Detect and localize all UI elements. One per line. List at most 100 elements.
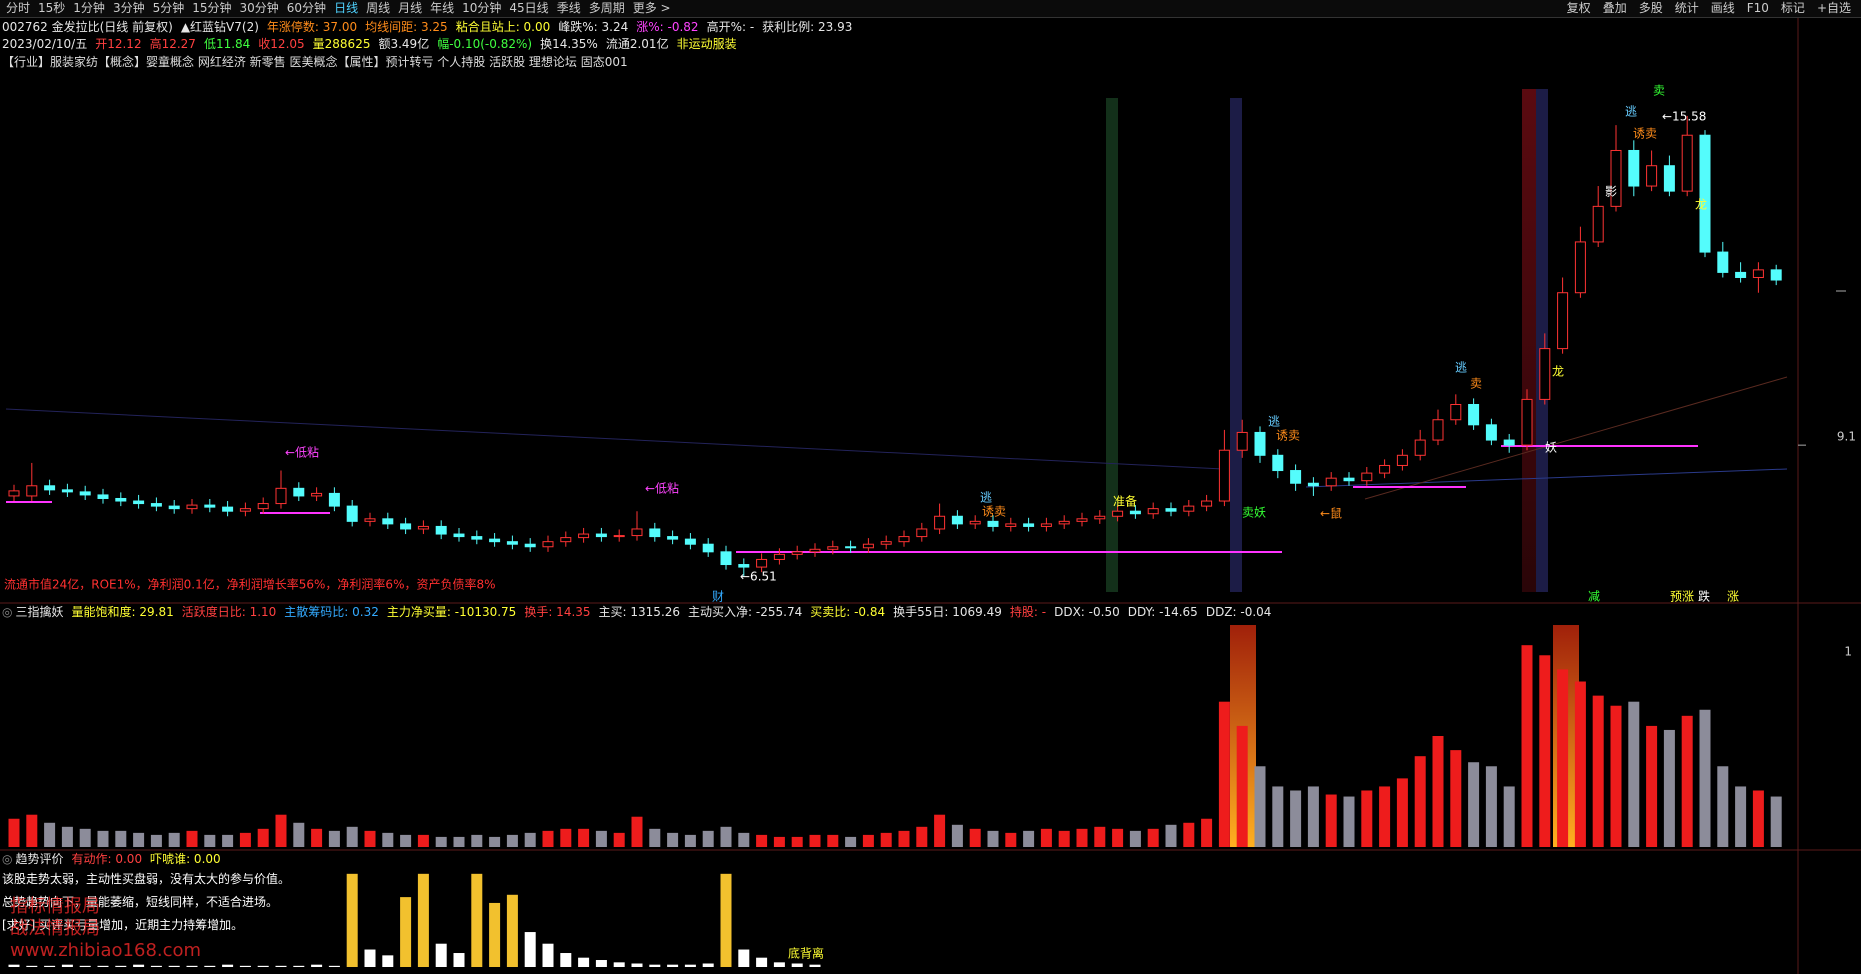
volume-bar [845,836,857,847]
period-tab[interactable]: 3分钟 [112,1,145,15]
tool-button[interactable]: 画线 [1710,1,1735,15]
tool-button[interactable]: 复权 [1566,1,1591,15]
tool-button[interactable]: 多股 [1638,1,1663,15]
candle-body [1396,454,1408,466]
period-tab[interactable]: 15秒 [38,1,66,15]
volume-bar [1574,681,1586,847]
trend-bar [809,964,821,967]
annotation: 影 [1605,185,1617,199]
period-tab[interactable]: 多周期 [588,1,625,15]
period-tab[interactable]: 周线 [366,1,391,15]
candle-body [150,503,162,507]
volume-bar [1770,796,1782,847]
candle-body [845,546,857,549]
trend-bar [738,949,750,967]
annotation: 诱卖 [1276,429,1300,443]
trend-bar [506,894,518,967]
info-item: 年涨停数: 37.00 [266,20,358,34]
period-tab[interactable]: 5分钟 [152,1,185,15]
trend-bar [489,902,501,967]
period-tab[interactable]: 15分钟 [192,1,232,15]
indicator: 换手: 14.35 [524,605,591,619]
tool-button[interactable]: 标记 [1780,1,1805,15]
candle-body [1272,454,1284,472]
volume-bar [1201,818,1213,847]
volume-bar [1058,830,1070,847]
candle-body [1236,431,1248,451]
candle-body [898,536,910,543]
candle-body [1218,449,1230,502]
candle-body [435,525,447,535]
volume-bar [204,834,216,847]
trend-bar [364,949,376,967]
candle-body [1681,134,1693,192]
info-item: 流通2.01亿 [605,37,669,51]
info-item: 峰跌%: 3.24 [558,20,629,34]
candle-body [97,494,109,499]
trend-bar [542,943,554,967]
volume-bar [1379,786,1391,847]
volume-bar [595,830,607,847]
info-item: 粘合且站上: 0.00 [455,20,551,34]
volume-bar [1468,762,1480,847]
volume-bar [987,830,999,847]
trend-bar [471,873,483,967]
tool-button[interactable]: 统计 [1674,1,1699,15]
volume-bar [382,832,394,847]
candle-body [934,515,946,530]
annotation: 涨 [1727,589,1739,604]
volume-bar [1343,796,1355,847]
period-tab[interactable]: 日线 [334,1,359,15]
annotation: 财 [712,590,724,604]
tool-button[interactable]: +自选 [1816,1,1851,15]
trend-bar [222,964,234,967]
period-tab[interactable]: 30分钟 [239,1,279,15]
period-tab[interactable]: 1分钟 [73,1,105,15]
candle-body [400,523,412,530]
volume-bar [1681,715,1693,847]
panel-icon[interactable]: ◎ [2,605,13,619]
candle-body [453,533,465,538]
tool-button[interactable]: 叠加 [1602,1,1627,15]
trend-bar [204,965,216,967]
annotation: ←6.51 [740,570,777,584]
indicator: DDY: -14.65 [1127,605,1198,619]
info-item: 高开%: - [706,20,755,34]
trend-bar [311,964,323,967]
candle-body [275,487,287,505]
volume-bar [1094,826,1106,847]
candle-body [1094,515,1106,520]
period-tab[interactable]: 45日线 [509,1,549,15]
candle-body [1468,403,1480,426]
period-tab[interactable]: 分时 [6,1,31,15]
panel-icon[interactable]: ◎ [2,852,13,866]
candle-body [1183,505,1195,512]
period-tab[interactable]: 更多 > [632,1,671,15]
trend-bar [453,953,465,967]
candle-body [1592,205,1604,243]
volume-bar [791,836,803,847]
tool-button[interactable]: F10 [1746,1,1769,15]
info-item: 002762 金发拉比(日线 前复权) [2,20,173,34]
period-tab[interactable]: 月线 [398,1,423,15]
candle-body [1254,431,1266,456]
candle-body [595,533,607,538]
volume-bar [133,832,145,847]
info-item: 高12.27 [149,37,196,51]
candle-body [471,536,483,540]
candle-body [524,543,536,548]
volume-bar [453,836,465,847]
period-tab[interactable]: 10分钟 [462,1,502,15]
period-tab[interactable]: 季线 [556,1,581,15]
candle-body [8,490,20,497]
volume-bar [560,828,572,847]
period-tab[interactable]: 60分钟 [286,1,327,15]
volume-bar [934,814,946,847]
trend-bar [239,965,251,967]
period-tab[interactable]: 年线 [430,1,455,15]
candle-body [1201,500,1213,507]
volume-bar [1432,736,1444,847]
candle-body [204,504,216,508]
candle-body [1290,470,1302,484]
volume-bar [61,826,73,847]
